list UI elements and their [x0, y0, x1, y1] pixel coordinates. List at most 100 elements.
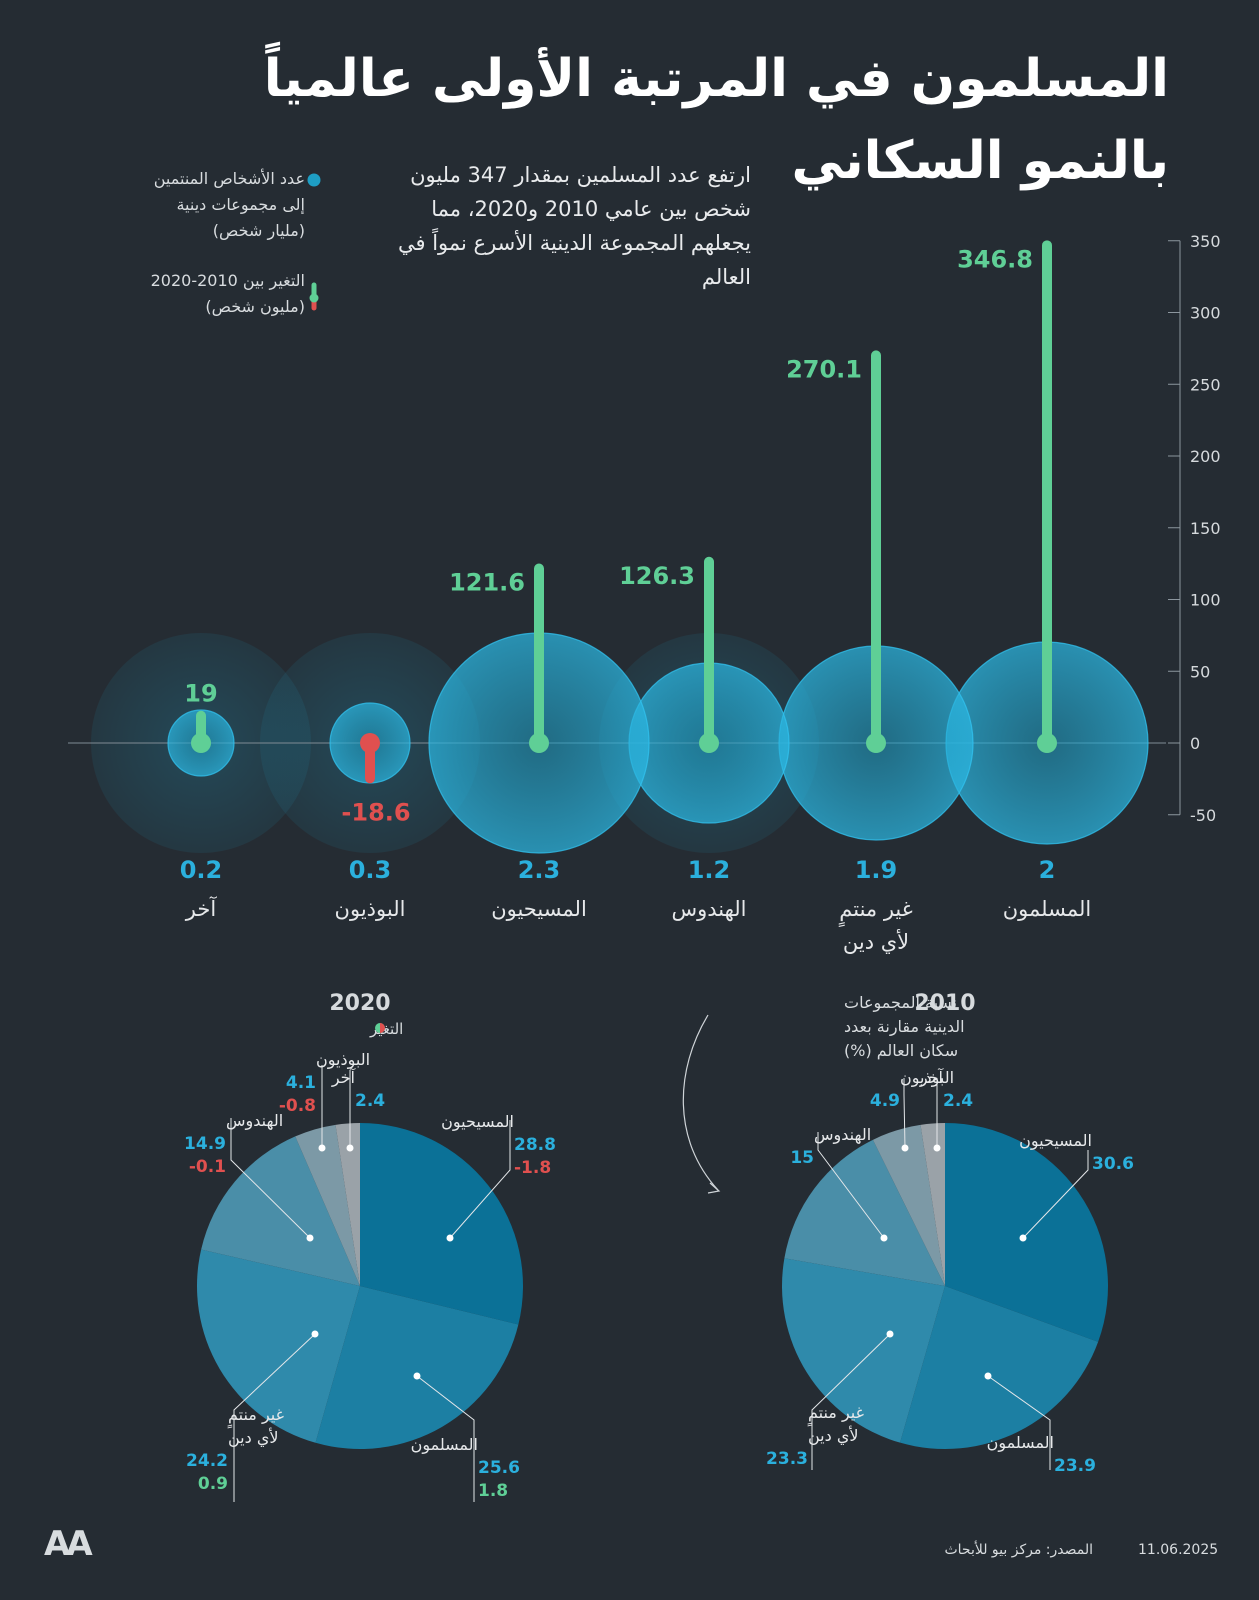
slice-value-4: 4.9 — [870, 1091, 900, 1111]
pie-slice-2 — [197, 1249, 360, 1443]
date: 11.06.2025 — [1138, 1542, 1219, 1558]
title-line-2: بالنمو السكاني — [791, 131, 1169, 191]
leader-dot-2 — [311, 1330, 319, 1338]
change-label-3: 121.6 — [449, 569, 525, 597]
slice-change-0: -1.8 — [514, 1158, 551, 1178]
pie-note-line-0: نسبة المجموعات — [844, 993, 957, 1013]
pie-slice-0 — [360, 1123, 523, 1325]
pie-change-legend-half-icon — [380, 1023, 385, 1033]
pie-slice-3 — [201, 1136, 360, 1286]
leader-line-3 — [817, 1132, 885, 1239]
change-dot-2 — [699, 733, 719, 753]
slice-name-3-0: الهندوس — [226, 1111, 283, 1131]
change-label-4: -18.6 — [341, 798, 410, 826]
source: المصدر: مركز بيو للأبحاث — [944, 1542, 1093, 1558]
population-label-0: 2 — [1039, 856, 1056, 884]
y-tick-label-100: 100 — [1190, 591, 1221, 610]
slice-value-2: 23.3 — [766, 1449, 808, 1469]
slice-name-2-0: غير منتمٍ — [807, 1403, 864, 1427]
pie-slice-4 — [295, 1124, 360, 1286]
title-line-1: المسلمون في المرتبة الأولى عالمياً — [263, 49, 1169, 109]
change-dot-5 — [191, 733, 211, 753]
y-tick-label-0: 0 — [1190, 734, 1200, 753]
leader-line-0 — [1022, 1150, 1089, 1239]
category-label-4-0: البوذيون — [335, 897, 406, 921]
bar-chart: 350 300 250 200 150 100 50 0 -50 346.8 2 المسلمون 27… — [68, 232, 1221, 954]
leader-dot-1 — [984, 1372, 992, 1380]
slice-name-5-0: آخر — [331, 1068, 357, 1088]
leader-dot-4 — [901, 1144, 909, 1152]
y-tick-label-50: 50 — [1190, 662, 1210, 681]
y-tick-label-300: 300 — [1190, 304, 1221, 323]
change-label-0: 346.8 — [957, 245, 1033, 273]
slice-value-3: 14.9 — [184, 1134, 226, 1154]
category-label-3-0: المسيحيون — [491, 897, 587, 921]
slice-name-2-0: غير منتمٍ — [227, 1405, 284, 1429]
legend-circle-icon — [307, 173, 321, 187]
y-tick-label--50: -50 — [1190, 806, 1216, 825]
pie-note-line-1: الدينية مقارنة بعدد — [844, 1017, 965, 1037]
slice-value-2: 24.2 — [186, 1451, 228, 1471]
slice-value-1: 25.6 — [478, 1458, 520, 1478]
change-dot-4 — [360, 733, 380, 753]
slice-value-0: 28.8 — [514, 1135, 556, 1155]
pie-slice-1 — [900, 1286, 1099, 1449]
category-label-5-0: آخر — [185, 896, 218, 921]
leader-line-0 — [449, 1120, 511, 1239]
category-label-1-0: غير منتمٍ — [838, 897, 912, 928]
leader-line-1 — [987, 1375, 1051, 1470]
slice-name-3-0: الهندوس — [814, 1125, 871, 1145]
note-arrow-head — [707, 1182, 721, 1194]
leader-dot-4 — [318, 1144, 326, 1152]
slice-value-0: 30.6 — [1092, 1154, 1134, 1174]
pie-slice-1 — [315, 1286, 519, 1449]
pie-title-2020: 2020 — [329, 991, 390, 1016]
slice-name-2-1: لأي دين — [808, 1425, 859, 1446]
slice-name-2-1: لأي دين — [228, 1427, 279, 1448]
category-label-1-1: لأي دين — [843, 929, 909, 954]
population-label-5: 0.2 — [180, 856, 223, 884]
y-tick-label-350: 350 — [1190, 232, 1221, 251]
population-label-1: 1.9 — [855, 856, 898, 884]
leader-dot-0 — [446, 1234, 454, 1242]
leader-line-2 — [233, 1333, 316, 1502]
slice-value-4: 4.1 — [286, 1073, 316, 1093]
slice-change-1: 1.8 — [478, 1481, 508, 1501]
leader-line-1 — [416, 1375, 475, 1502]
page-title: المسلمون في المرتبة الأولى عالمياً بالنم… — [263, 38, 1169, 202]
legend-population-line-3: (مليار شخص) — [212, 221, 305, 240]
y-tick-label-200: 200 — [1190, 447, 1221, 466]
slice-name-1-0: المسلمون — [987, 1433, 1054, 1453]
leader-line-3 — [230, 1118, 311, 1239]
population-label-3: 2.3 — [518, 856, 561, 884]
note-arrow — [682, 1014, 719, 1191]
logo: AA — [44, 1524, 93, 1564]
legend-change-line-2: (مليون شخص) — [205, 297, 305, 316]
category-label-0-0: المسلمون — [1003, 897, 1091, 921]
leader-dot-3 — [306, 1234, 314, 1242]
slice-name-0-0: المسيحيون — [441, 1112, 514, 1132]
y-tick-label-150: 150 — [1190, 519, 1221, 538]
slice-value-5: 2.4 — [355, 1091, 385, 1111]
pie-slice-4 — [872, 1124, 945, 1286]
change-label-2: 126.3 — [619, 562, 695, 590]
leader-dot-1 — [413, 1372, 421, 1380]
change-label-5: 19 — [184, 680, 217, 708]
change-label-1: 270.1 — [786, 355, 862, 383]
legend-change: التغير بين 2010-2020 (مليون شخص) — [151, 268, 305, 320]
legend-population-line-2: إلى مجموعات دينية — [176, 195, 305, 214]
pie-slice-2 — [781, 1258, 945, 1443]
leader-dot-5 — [933, 1144, 941, 1152]
legend-change-line-1: التغير بين 2010-2020 — [150, 271, 305, 290]
legend-population-line-1: عدد الأشخاص المنتمين — [153, 169, 305, 188]
pie-slice-5 — [920, 1123, 945, 1286]
leader-dot-3 — [880, 1234, 888, 1242]
change-dot-0 — [1037, 733, 1057, 753]
pie-note-line-2: سكان العالم (%) — [844, 1041, 958, 1060]
y-tick-label-250: 250 — [1190, 375, 1221, 394]
pie-slice-5 — [335, 1123, 360, 1286]
legend-dot-icon — [309, 293, 319, 303]
